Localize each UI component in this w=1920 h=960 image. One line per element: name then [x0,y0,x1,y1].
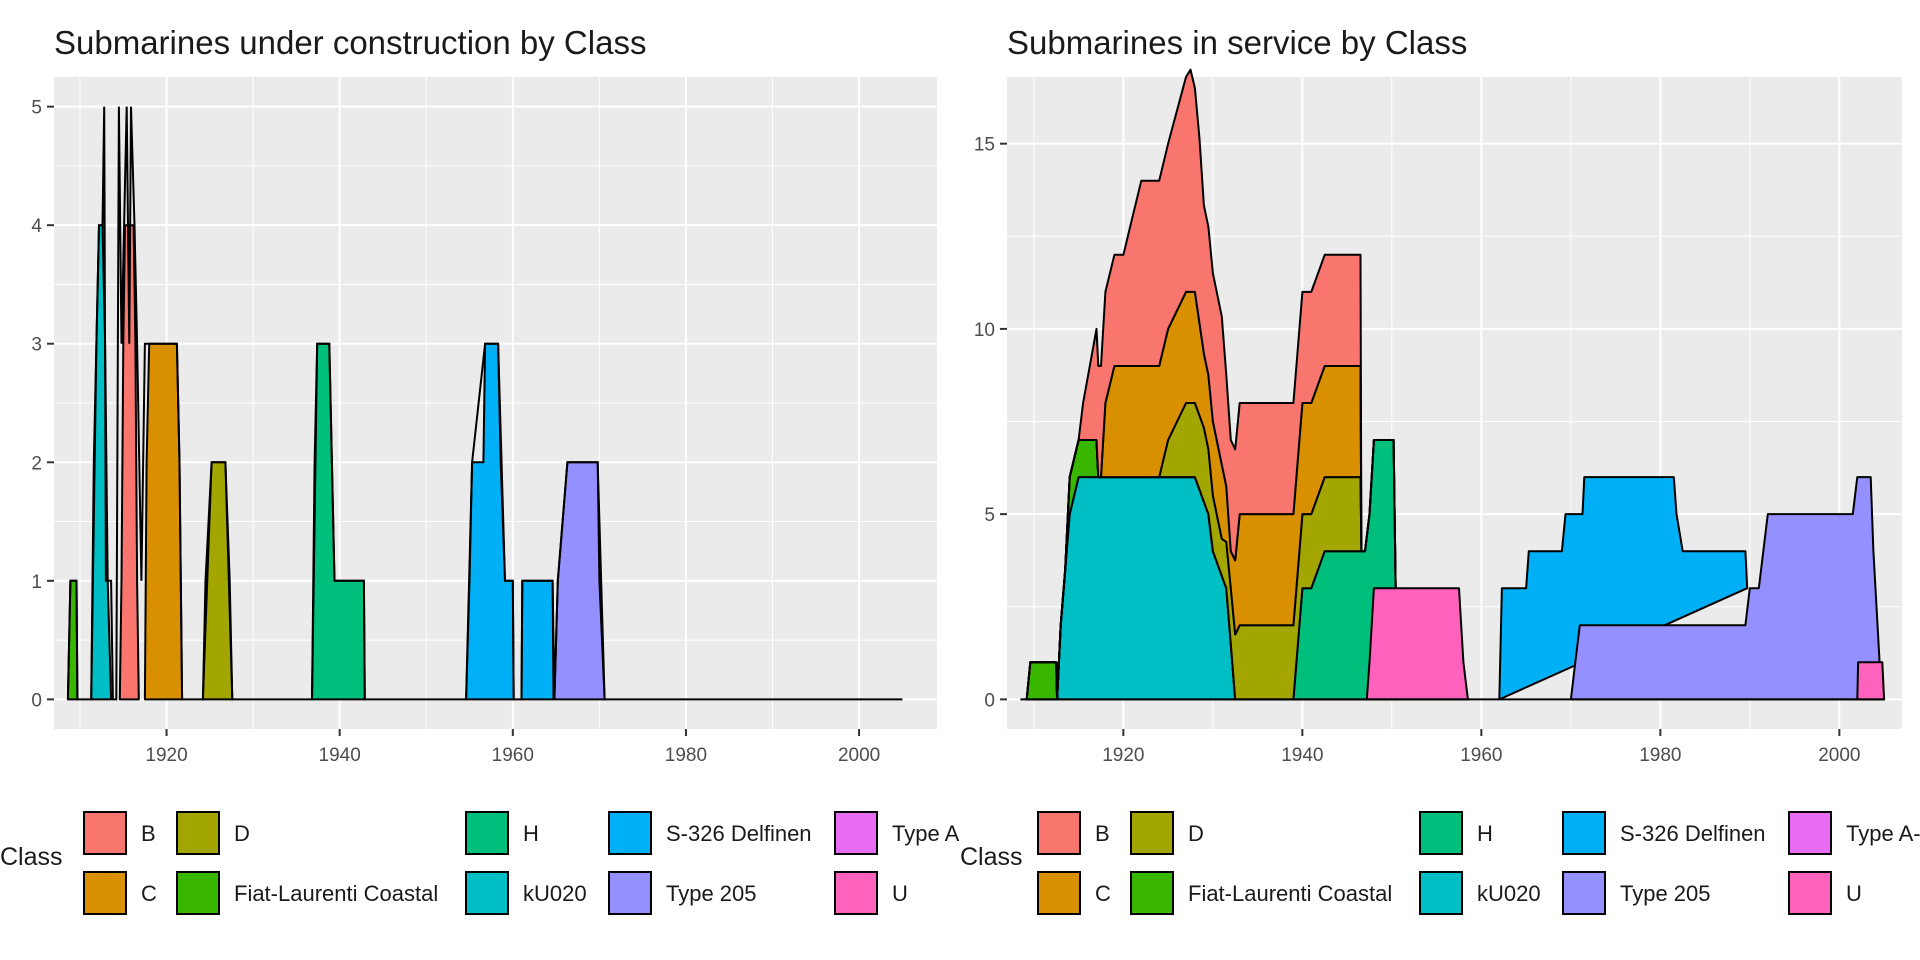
legend-key-type-a [834,811,878,855]
legend-label-h: H [1477,821,1493,846]
legend-key-type-205 [1562,871,1606,915]
y-tick-label: 5 [31,98,42,119]
area-c [143,342,184,701]
area-s-326-delfinen [520,579,555,701]
chart-title: Submarines under construction by Class [54,24,647,61]
legend-key-d [176,811,220,855]
y-tick-label: 10 [974,320,995,341]
legend-label-fiat-laurenti-coastal: Fiat-Laurenti Coastal [1188,881,1392,906]
area-u [1856,661,1886,701]
x-tick-label: 1940 [1281,745,1323,766]
x-tick-label: 2000 [838,745,880,766]
x-tick-label: 1960 [492,745,534,766]
legend-title: Class [0,843,63,871]
y-tick-label: 0 [984,690,995,711]
legend-key-type-205 [608,871,652,915]
legend-label-type-a: Type A- [1846,821,1920,846]
legend-label-type-205: Type 205 [1620,881,1711,906]
legend-key-type-a [1788,811,1832,855]
legend-label-u: U [892,881,908,906]
legend-label-type-205: Type 205 [666,881,757,906]
legend-label-b: B [141,821,156,846]
total-line [66,106,903,701]
legend-label-d: D [234,821,250,846]
legend-key-d [1130,811,1174,855]
legend-key-s-326-delfinen [608,811,652,855]
legend-key-u [834,871,878,915]
x-tick-label: 2000 [1818,745,1860,766]
x-tick-label: 1940 [319,745,361,766]
panel-under-construction: Submarines under construction by Class 1… [0,24,960,915]
area-type-205 [1569,476,1886,701]
panel-in-service: Submarines in service by Class 1920 1940 1… [960,0,1920,960]
area-s-326-delfinen [1498,476,1749,701]
legend-label-u: U [1846,881,1862,906]
y-tick-label: 0 [31,690,42,711]
legend-key-c [1037,871,1081,915]
legend-key-s-326-delfinen [1562,811,1606,855]
chart-under-construction: 1920 1940 1960 1980 2000 0 1 2 3 4 5 Class B C D Fiat-L… [0,77,960,915]
x-tick-label: 1920 [1102,745,1144,766]
y-tick-label: 1 [31,572,42,593]
area-u [1365,587,1469,701]
y-tick-label: 2 [31,453,42,474]
y-tick-label: 5 [984,505,995,526]
y-tick-label: 15 [974,135,995,156]
legend-label-b: B [1095,821,1110,846]
chart-in-service: 1920 1940 1960 1980 2000 0 5 10 15 Class B C D Fiat-L… [960,68,1920,915]
legend-key-ku020 [1419,871,1463,915]
legend-key-u [1788,871,1832,915]
legend-key-c [83,871,127,915]
legend-key-ku020 [465,871,509,915]
legend-key-h [1419,811,1463,855]
y-tick-label: 4 [31,216,42,237]
legend-label-c: C [141,881,157,906]
x-tick-label: 1980 [665,745,707,766]
legend-label-ku020: kU020 [523,881,587,906]
legend-key-h [465,811,509,855]
legend-label-ku020: kU020 [1477,881,1541,906]
legend-key-b [83,811,127,855]
legend-key-fiat-laurenti-coastal [176,871,220,915]
legend-key-fiat-laurenti-coastal [1130,871,1174,915]
y-tick-label: 3 [31,335,42,356]
legend-label-h: H [523,821,539,846]
legend-label-type-a: Type A- [892,821,960,846]
x-tick-label: 1920 [145,745,187,766]
x-tick-label: 1980 [1639,745,1681,766]
legend-label-c: C [1095,881,1111,906]
legend-label-d: D [1188,821,1204,846]
legend-label-s-326-delfinen: S-326 Delfinen [1620,821,1766,846]
legend-key-b [1037,811,1081,855]
legend-label-fiat-laurenti-coastal: Fiat-Laurenti Coastal [234,881,438,906]
chart-title: Submarines in service by Class [1007,24,1468,61]
legend-title: Class [960,843,1023,871]
legend-label-s-326-delfinen: S-326 Delfinen [666,821,812,846]
x-tick-label: 1960 [1460,745,1502,766]
